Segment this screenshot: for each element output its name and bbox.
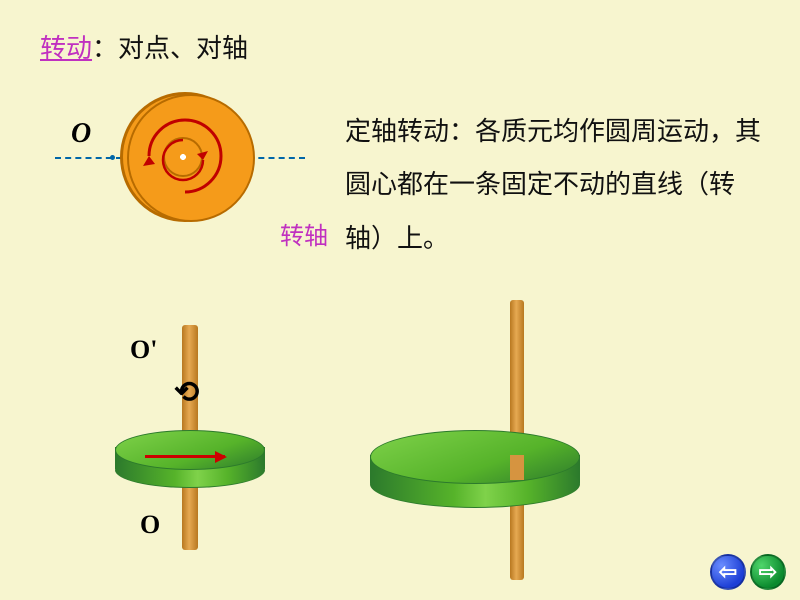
label-axis: 转轴 bbox=[280, 216, 328, 251]
prev-button[interactable]: ⇦ bbox=[710, 554, 746, 590]
rotation-arrow-icon bbox=[145, 455, 225, 458]
rotation-symbol: ⟲ bbox=[174, 375, 199, 410]
label-O-bottom: O bbox=[140, 510, 160, 540]
green-disk3-top bbox=[370, 430, 580, 484]
label-O-prime: O' bbox=[130, 335, 157, 365]
next-button[interactable]: ⇨ bbox=[750, 554, 786, 590]
description-text: 定轴转动：各质元均作圆周运动，其圆心都在一条固定不动的直线（转轴）上。 bbox=[345, 105, 765, 265]
arrow-left-icon: ⇦ bbox=[719, 559, 737, 585]
rotation-arrow-inner bbox=[155, 132, 211, 188]
label-origin-O: O bbox=[71, 118, 91, 150]
title-keyword: 转动 bbox=[40, 34, 92, 63]
green-disk-top bbox=[115, 430, 265, 470]
nav-buttons: ⇦ ⇨ bbox=[710, 554, 786, 590]
figure-disk-center-axis: ⟲ O' O bbox=[100, 325, 300, 575]
title-rest: ：对点、对轴 bbox=[92, 34, 248, 63]
description-label: 定轴转动 bbox=[345, 117, 449, 146]
rod-cutout bbox=[510, 455, 524, 480]
page-title: 转动：对点、对轴 bbox=[40, 28, 248, 65]
arrow-right-icon: ⇨ bbox=[759, 559, 777, 585]
figure-disk-front: O 转轴 bbox=[55, 82, 335, 262]
figure-disk-offcenter-axis bbox=[360, 300, 620, 590]
